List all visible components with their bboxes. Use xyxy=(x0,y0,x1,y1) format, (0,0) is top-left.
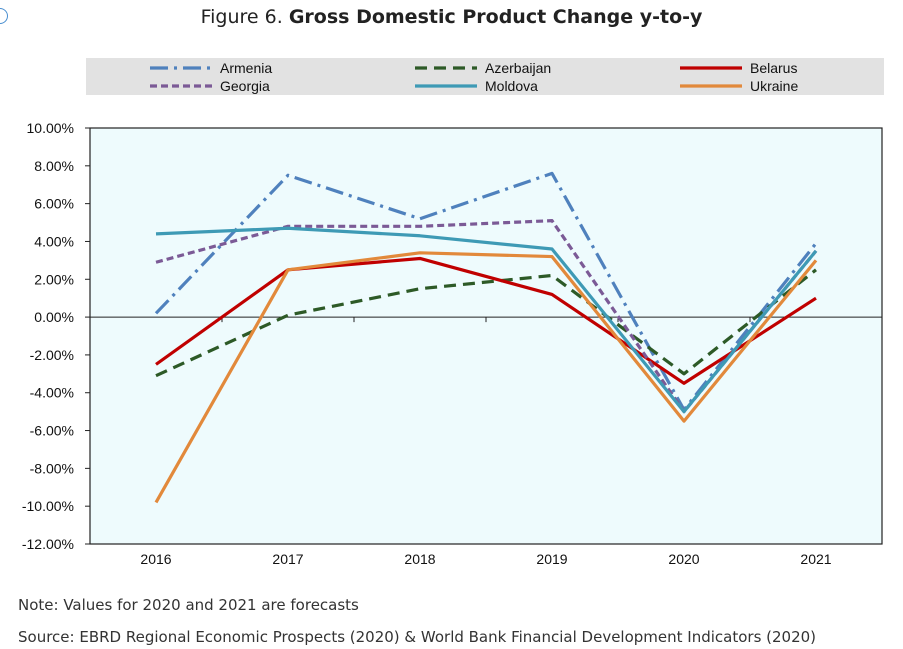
legend-label-georgia: Georgia xyxy=(220,78,270,94)
series-line-belarus xyxy=(155,256,817,385)
figure-title-bold: Gross Domestic Product Change y-to-y xyxy=(288,6,703,28)
chart-note: Note: Values for 2020 and 2021 are forec… xyxy=(18,596,359,614)
chart-source: Source: EBRD Regional Economic Prospects… xyxy=(18,628,817,646)
y-tick-label: -6.00% xyxy=(30,423,74,439)
series-line-azerbaijan xyxy=(155,268,817,378)
y-tick-label: 0.00% xyxy=(34,309,74,325)
y-tick-label: -2.00% xyxy=(30,347,74,363)
y-tick-label: -12.00% xyxy=(22,536,74,552)
x-tick-label: 2018 xyxy=(404,551,435,567)
y-tick-label: -8.00% xyxy=(30,460,74,476)
legend-label-azerbaijan: Azerbaijan xyxy=(485,60,551,76)
y-tick-label: 2.00% xyxy=(34,271,74,287)
legend-label-moldova: Moldova xyxy=(485,78,538,94)
figure-title-prefix: Figure 6. xyxy=(200,6,289,28)
y-tick-label: 4.00% xyxy=(34,233,74,249)
x-tick-label: 2021 xyxy=(800,551,831,567)
y-tick-label: -4.00% xyxy=(30,385,74,401)
x-tick-label: 2019 xyxy=(536,551,567,567)
y-tick-label: 6.00% xyxy=(34,196,74,212)
y-tick-label: 10.00% xyxy=(27,120,74,136)
legend-label-belarus: Belarus xyxy=(750,60,797,76)
y-tick-label: -10.00% xyxy=(22,498,74,514)
x-tick-label: 2016 xyxy=(140,551,171,567)
gdp-line-chart: 10.00% 8.00% 6.00% 4.00% 2.00% 0.00% -2.00% -4.… xyxy=(22,60,883,567)
figure-title: Figure 6. Gross Domestic Product Change … xyxy=(0,6,903,28)
legend-label-armenia: Armenia xyxy=(220,60,272,76)
legend-background xyxy=(86,58,884,95)
x-tick-label: 2017 xyxy=(272,551,303,567)
legend-label-ukraine: Ukraine xyxy=(750,78,798,94)
series-line-georgia xyxy=(155,219,818,414)
y-tick-label: 8.00% xyxy=(34,158,74,174)
plot-area-frame xyxy=(89,127,883,545)
x-tick-label: 2020 xyxy=(668,551,699,567)
series-line-moldova xyxy=(155,226,818,414)
series-line-armenia xyxy=(154,171,818,412)
series-line-ukraine xyxy=(154,251,818,504)
